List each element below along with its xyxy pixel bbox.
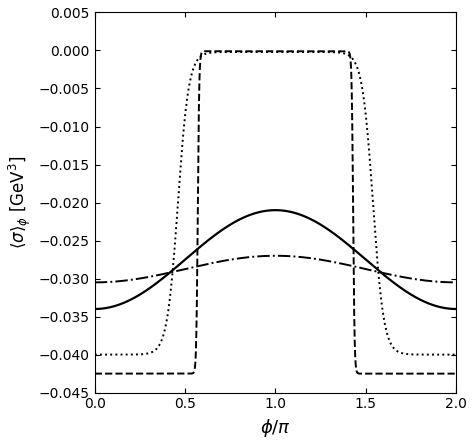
Y-axis label: $\langle\sigma\rangle_\phi\ [\mathrm{GeV}^3]$: $\langle\sigma\rangle_\phi\ [\mathrm{GeV… [7, 156, 33, 249]
X-axis label: $\phi/\pi$: $\phi/\pi$ [260, 417, 291, 439]
